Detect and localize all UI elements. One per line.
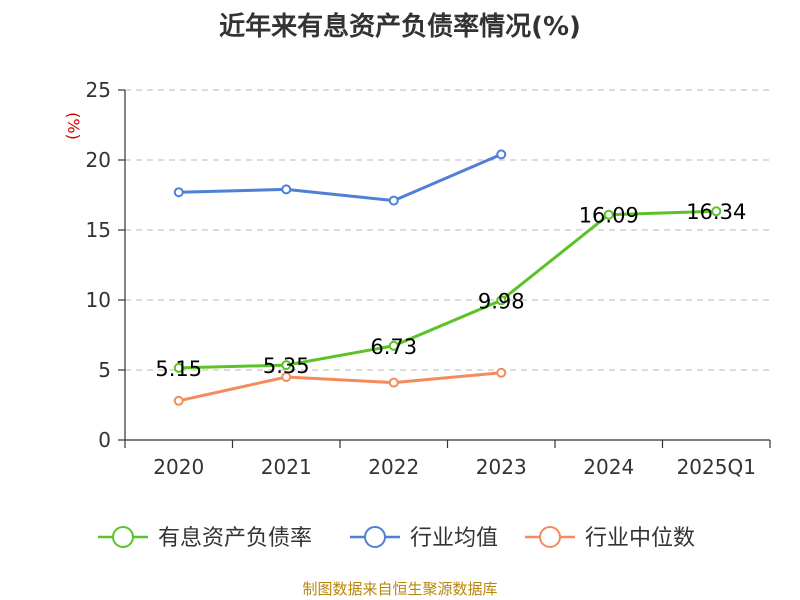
legend: 有息资产负债率 行业均值 行业中位数 [98,526,695,551]
y-axis-label: (%) [64,112,83,140]
grid-layer [125,89,770,371]
y-tick-label: 25 [86,78,111,102]
data-point [496,149,507,160]
legend-marker [112,526,134,548]
x-tick-label: 2025Q1 [677,455,756,479]
series-line [178,153,502,203]
data-label: 16.09 [579,204,639,228]
y-tick-label: 0 [98,428,111,452]
y-tick-label: 20 [86,148,111,172]
data-point [388,340,399,351]
data-point [173,362,184,373]
data-label: 5.15 [155,357,202,381]
data-point [173,395,184,406]
data-label: 9.98 [478,289,525,313]
data-label: 6.73 [370,335,417,359]
data-point [281,360,292,371]
data-label-layer: 5.15 5.35 6.73 9.98 16.09 16.34 [155,200,746,381]
data-point [281,184,292,195]
legend-label: 行业中位数 [585,526,695,551]
series-line [178,209,717,370]
data-label: 16.34 [686,200,746,224]
source-footer: 制图数据来自恒生聚源数据库 [302,580,498,598]
x-tick-label: 2020 [153,455,204,479]
data-label: 5.35 [263,354,310,378]
x-tick-label: 2021 [261,455,312,479]
series-layer [173,149,722,406]
axis-layer: 0 5 10 15 20 25(%) 2020 2021 2022 2023 2024 2025Q1 [64,78,771,479]
data-point [281,372,292,382]
x-tick-label: 2022 [368,455,419,479]
y-tick-label: 10 [86,288,111,312]
legend-marker [539,526,561,548]
y-tick-label: 5 [98,358,111,382]
data-point [388,195,399,206]
x-tick-label: 2023 [476,455,527,479]
series-line [178,371,502,403]
data-point [711,206,722,217]
chart-title: 近年来有息资产负债率情况(%) [219,12,581,42]
x-tick-label: 2024 [583,455,634,479]
legend-label: 行业均值 [410,526,498,551]
data-point [603,209,614,220]
data-point [388,377,399,388]
data-point [496,367,507,378]
legend-label: 有息资产负债率 [158,526,312,551]
y-tick-label: 15 [86,218,111,242]
data-point [173,187,184,198]
legend-marker [364,526,386,548]
data-point [496,295,507,306]
